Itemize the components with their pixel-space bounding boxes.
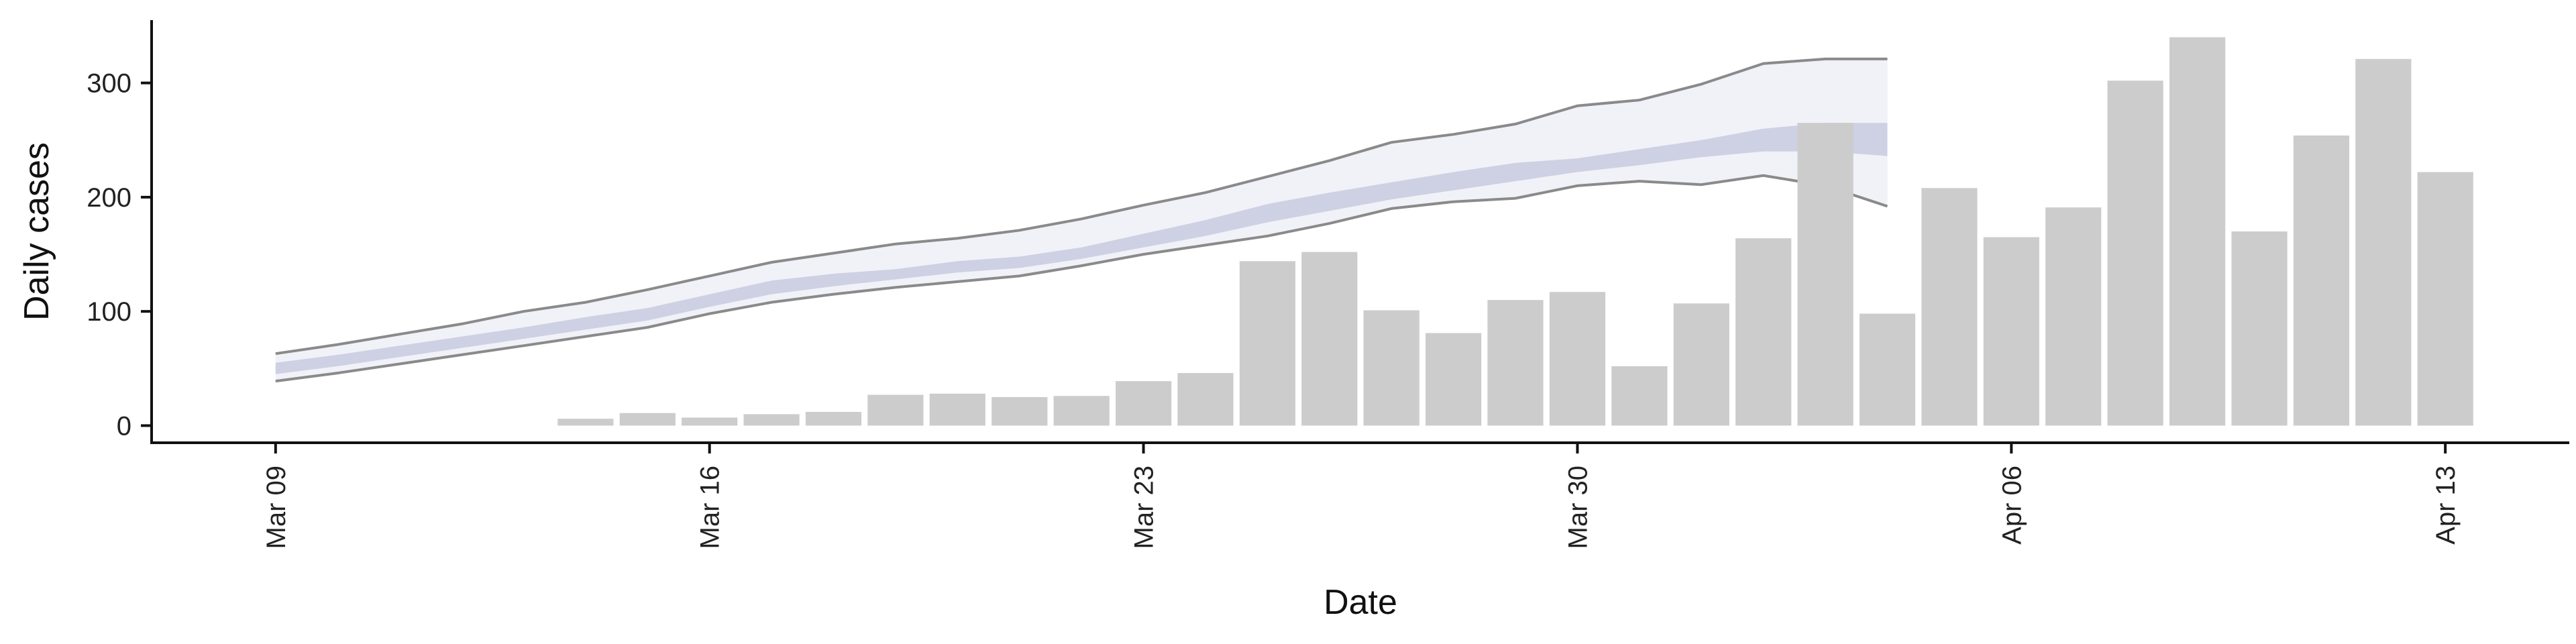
- lower-bound-line: [275, 174, 1888, 383]
- bar: [1426, 333, 1482, 426]
- bar: [1673, 303, 1729, 426]
- bar: [743, 414, 800, 426]
- bar: [2417, 172, 2473, 426]
- bar: [805, 412, 862, 426]
- upper-bound-line: [275, 57, 1888, 356]
- x-tick-label: Apr 13: [2431, 466, 2461, 545]
- bar: [1611, 366, 1668, 426]
- bar: [1487, 300, 1544, 426]
- bar: [1735, 238, 1792, 426]
- x-tick-label: Mar 09: [262, 466, 291, 549]
- bar: [1363, 310, 1419, 426]
- x-axis-title: Date: [1324, 583, 1397, 622]
- y-axis-title: Daily cases: [17, 142, 56, 321]
- bar: [867, 394, 924, 426]
- bar: [557, 419, 614, 426]
- y-tick-label: 100: [87, 297, 131, 327]
- bar: [991, 396, 1048, 426]
- x-tick-label: Mar 16: [696, 466, 725, 549]
- bar: [1053, 396, 1110, 426]
- bar: [619, 413, 676, 426]
- bar: [1239, 261, 1295, 426]
- bar: [682, 417, 738, 426]
- bars-layer: [557, 37, 2473, 426]
- bar: [2293, 136, 2349, 426]
- y-tick-label: 0: [117, 411, 131, 441]
- x-tick-label: Apr 06: [1997, 466, 2027, 545]
- bar: [1921, 188, 1978, 426]
- bar: [1983, 237, 2039, 426]
- ribbon-layer: [275, 57, 1888, 383]
- plot-area: [275, 37, 2473, 426]
- x-tick-label: Mar 30: [1563, 466, 1593, 549]
- bar: [2231, 231, 2288, 426]
- bar: [1116, 381, 1172, 426]
- x-tick-label: Mar 23: [1130, 466, 1159, 549]
- bar: [2355, 58, 2412, 426]
- y-ticks: 0 100 200 300: [87, 69, 152, 441]
- bar: [1177, 373, 1234, 426]
- y-tick-label: 200: [87, 183, 131, 213]
- x-ticks: Mar 09 Mar 16 Mar 23 Mar 30 Apr 06 Apr 13: [262, 443, 2461, 549]
- bar: [2107, 80, 2163, 426]
- bar: [929, 393, 985, 426]
- x-axis: Mar 09 Mar 16 Mar 23 Mar 30 Apr 06 Apr 13: [150, 441, 2569, 549]
- bar: [1549, 292, 1606, 426]
- bar: [2045, 207, 2102, 426]
- bar: [1301, 252, 1358, 426]
- bar: [1797, 123, 1854, 426]
- inner-interval-band: [275, 123, 1888, 374]
- y-tick-label: 300: [87, 69, 131, 99]
- y-axis: 0 100 200 300: [87, 20, 153, 443]
- bar: [2169, 37, 2226, 426]
- bar: [1859, 313, 1916, 426]
